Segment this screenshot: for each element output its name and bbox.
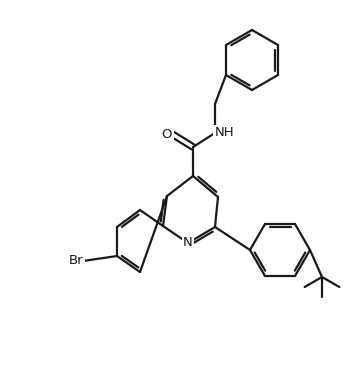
Text: Br: Br [68, 255, 83, 268]
Text: O: O [162, 127, 172, 141]
Text: NH: NH [215, 127, 235, 139]
Text: N: N [183, 237, 193, 250]
